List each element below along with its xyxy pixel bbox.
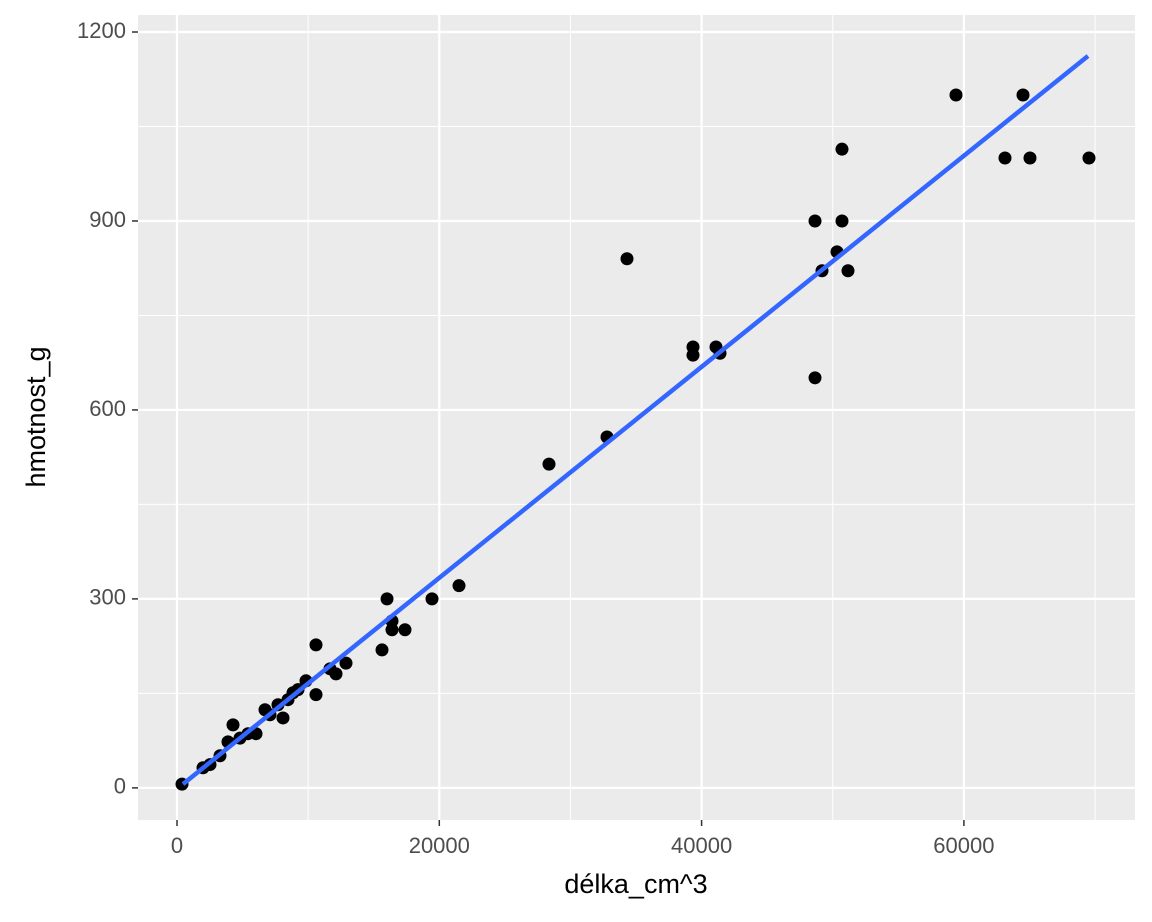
x-tick-label: 60000	[933, 833, 994, 858]
point	[276, 711, 290, 725]
point	[425, 592, 439, 606]
point	[452, 579, 466, 593]
point	[398, 623, 412, 637]
point	[841, 264, 855, 278]
point	[1016, 88, 1030, 102]
y-axis-title: hmotnost_g	[21, 346, 51, 487]
point	[309, 688, 323, 702]
x-tick-label: 0	[171, 833, 183, 858]
point	[1082, 151, 1096, 165]
y-tick-label: 900	[89, 207, 126, 232]
point	[329, 667, 343, 681]
fit-line	[181, 54, 1090, 786]
x-axis-title: délka_cm^3	[564, 869, 707, 899]
point	[808, 214, 822, 228]
point	[309, 638, 323, 652]
point	[949, 88, 963, 102]
point	[226, 718, 240, 732]
x-tick-label: 20000	[409, 833, 470, 858]
y-tick-label: 0	[114, 774, 126, 799]
point	[835, 142, 849, 156]
y-tick-label: 300	[89, 585, 126, 610]
y-tick-label: 1200	[77, 18, 126, 43]
point	[385, 623, 399, 637]
point	[808, 371, 822, 385]
x-tick-label: 40000	[671, 833, 732, 858]
point	[998, 151, 1012, 165]
point	[339, 656, 353, 670]
point	[542, 457, 556, 471]
point	[375, 643, 389, 657]
y-tick-label: 600	[89, 396, 126, 421]
point	[835, 214, 849, 228]
point	[686, 348, 700, 362]
point	[620, 252, 634, 266]
point	[1023, 151, 1037, 165]
point	[380, 592, 394, 606]
